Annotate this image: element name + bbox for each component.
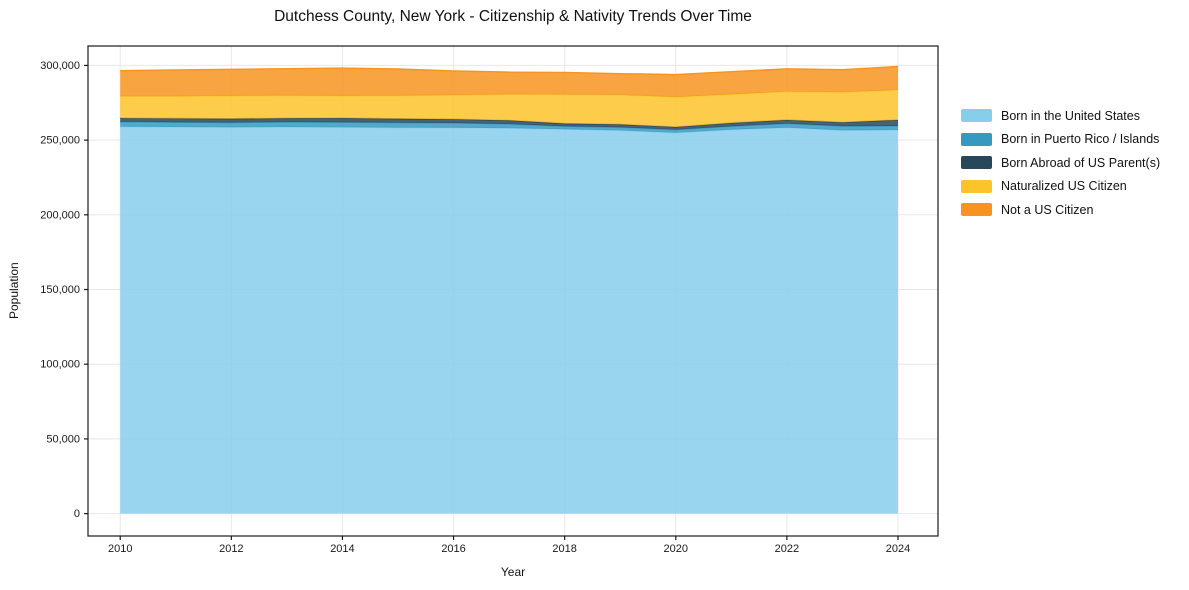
legend-swatch bbox=[961, 203, 992, 217]
y-tick-label: 250,000 bbox=[40, 135, 80, 147]
legend-item: Born Abroad of US Parent(s) bbox=[961, 151, 1160, 175]
legend-label: Not a US Citizen bbox=[1001, 202, 1094, 217]
area-not-a-us-citizen bbox=[120, 66, 899, 97]
x-tick-label: 2014 bbox=[330, 543, 354, 555]
legend-label: Born Abroad of US Parent(s) bbox=[1001, 155, 1161, 170]
chart-title: Dutchess County, New York - Citizenship … bbox=[274, 8, 752, 25]
x-tick-label: 2012 bbox=[219, 543, 243, 555]
y-tick-label: 200,000 bbox=[40, 209, 80, 221]
legend-label: Born in Puerto Rico / Islands bbox=[1001, 132, 1160, 147]
area-edge bbox=[120, 65, 899, 76]
legend-label: Born in the United States bbox=[1001, 108, 1140, 123]
x-axis-label: Year bbox=[500, 565, 526, 579]
x-tick-label: 2018 bbox=[552, 543, 576, 555]
x-tick-label: 2022 bbox=[775, 543, 799, 555]
legend-item: Born in the United States bbox=[961, 104, 1160, 128]
y-tick-label: 50,000 bbox=[46, 433, 80, 445]
area-born-in-the-united-states bbox=[120, 126, 899, 514]
legend-item: Naturalized US Citizen bbox=[961, 175, 1160, 199]
legend-item: Not a US Citizen bbox=[961, 198, 1160, 222]
plot-frame bbox=[87, 45, 939, 537]
x-tick-label: 2016 bbox=[441, 543, 465, 555]
y-tick-label: 0 bbox=[74, 508, 80, 520]
legend-item: Born in Puerto Rico / Islands bbox=[961, 128, 1160, 152]
x-tick-label: 2020 bbox=[664, 543, 688, 555]
area-born-abroad-of-us-parent-s bbox=[120, 118, 899, 130]
x-tick-label: 2010 bbox=[108, 543, 132, 555]
legend-swatch bbox=[961, 179, 992, 193]
y-tick-label: 100,000 bbox=[40, 359, 80, 371]
legend: Born in the United States Born in Puerto … bbox=[961, 104, 1160, 222]
legend-swatch bbox=[961, 156, 992, 170]
x-tick-label: 2024 bbox=[886, 543, 910, 555]
y-tick-label: 300,000 bbox=[40, 60, 80, 72]
legend-swatch bbox=[961, 109, 992, 123]
y-tick-label: 150,000 bbox=[40, 284, 80, 296]
legend-label: Naturalized US Citizen bbox=[1001, 179, 1127, 194]
legend-swatch bbox=[961, 132, 992, 146]
area-naturalized-us-citizen bbox=[120, 89, 899, 127]
area-born-in-puerto-rico-islands bbox=[120, 121, 899, 133]
